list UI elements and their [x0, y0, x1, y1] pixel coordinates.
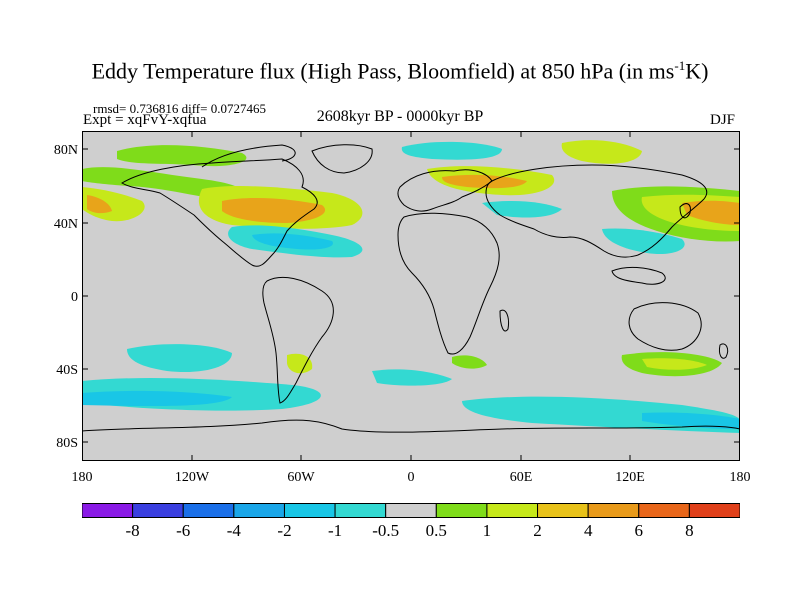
legend-label: 8 — [685, 521, 694, 540]
contour-lightblue — [642, 412, 740, 429]
chart-title: Eddy Temperature flux (High Pass, Bloomf… — [91, 58, 709, 84]
europe-coast — [397, 169, 493, 212]
legend-swatch — [486, 503, 539, 518]
flux-contours — [82, 140, 740, 433]
season-label: DJF — [710, 112, 736, 128]
contour-lightblue — [82, 390, 232, 407]
legend-label: -1 — [328, 521, 343, 540]
antarctica-coast — [82, 419, 740, 433]
south-america-coast — [262, 276, 334, 404]
lon-label-180w: 180 — [71, 470, 93, 485]
madagascar-coast — [499, 309, 509, 332]
lat-label-40s: 40S — [56, 363, 78, 378]
legend-label: 0.5 — [425, 521, 447, 540]
contour-cyan — [482, 201, 562, 218]
legend-label: 4 — [583, 521, 593, 540]
contour-orange — [442, 174, 527, 189]
legend-label: 1 — [482, 521, 492, 540]
lon-label-60w: 60W — [287, 470, 315, 485]
arctic-canada-coast — [201, 144, 296, 168]
legend-swatch — [334, 503, 387, 518]
lat-label-80n: 80N — [53, 143, 78, 158]
contour-yellowgreen — [561, 140, 642, 164]
legend-swatch — [688, 503, 740, 518]
legend-swatch — [233, 503, 285, 518]
experiment-label: Expt = xqFvY-xqfua — [83, 112, 207, 128]
legend-swatch — [638, 503, 690, 518]
legend-label: -8 — [125, 521, 140, 540]
legend-label: -4 — [226, 521, 241, 540]
stats-text: rmsd= 0.736816 diff= 0.0727465 — [93, 101, 266, 116]
contour-cyan — [127, 344, 232, 373]
contour-orange — [87, 195, 112, 214]
coastlines — [82, 144, 740, 433]
map-ticks — [82, 131, 740, 461]
contour-yellowgreen — [642, 358, 707, 370]
contour-yellowgreen — [287, 353, 313, 374]
contour-green — [117, 145, 247, 167]
legend-label: -2 — [277, 521, 292, 540]
legend-swatch — [82, 503, 134, 518]
lon-label-120e: 120E — [615, 470, 645, 485]
contour-green — [452, 355, 487, 369]
contour-orange — [222, 198, 326, 223]
legend-swatch — [435, 503, 488, 518]
world-map — [82, 131, 740, 461]
legend-swatch — [587, 503, 640, 518]
legend-swatches — [82, 503, 740, 518]
legend-label: -0.5 — [372, 521, 400, 540]
north-america-coast — [121, 158, 318, 267]
contour-cyan — [401, 141, 502, 160]
asia-coast — [485, 164, 708, 258]
lon-label-60e: 60E — [509, 470, 533, 485]
legend-label: 2 — [533, 521, 542, 540]
contour-orange — [682, 200, 740, 225]
japan-coast — [679, 203, 691, 219]
color-legend — [82, 503, 740, 518]
contour-lightblue — [252, 233, 333, 250]
legend-swatch — [385, 503, 437, 518]
legend-swatch — [283, 503, 336, 518]
lon-label-0: 0 — [407, 470, 415, 485]
legend-swatch — [182, 503, 235, 518]
lon-label-120w: 120W — [174, 470, 210, 485]
lat-label-40n: 40N — [53, 217, 78, 232]
legend-swatch — [132, 503, 184, 518]
greenland-coast — [311, 144, 373, 174]
lat-label-80s: 80S — [56, 436, 78, 451]
legend-label: -6 — [176, 521, 191, 540]
lat-label-0: 0 — [71, 290, 78, 305]
australia-coast — [628, 302, 702, 351]
africa-coast — [397, 212, 500, 355]
legend-swatch — [537, 503, 589, 518]
indonesia-coast — [611, 266, 666, 285]
legend-label: 6 — [634, 521, 644, 540]
contour-cyan — [602, 228, 685, 255]
new-zealand-coast — [719, 343, 729, 359]
period-label: 2608kyr BP - 0000kyr BP — [316, 108, 484, 125]
lon-label-180e: 180 — [729, 470, 751, 485]
contour-cyan — [372, 369, 452, 386]
